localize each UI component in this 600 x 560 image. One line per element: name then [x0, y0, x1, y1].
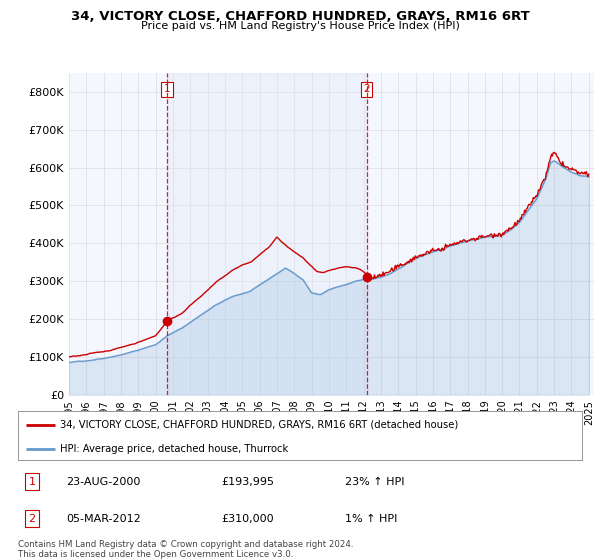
Text: 23% ↑ HPI: 23% ↑ HPI: [345, 477, 404, 487]
Text: 23-AUG-2000: 23-AUG-2000: [66, 477, 140, 487]
Text: £193,995: £193,995: [221, 477, 274, 487]
Text: 2: 2: [363, 84, 370, 94]
Text: 1: 1: [29, 477, 35, 487]
Text: HPI: Average price, detached house, Thurrock: HPI: Average price, detached house, Thur…: [60, 445, 289, 455]
Text: 34, VICTORY CLOSE, CHAFFORD HUNDRED, GRAYS, RM16 6RT (detached house): 34, VICTORY CLOSE, CHAFFORD HUNDRED, GRA…: [60, 420, 458, 430]
Text: 1% ↑ HPI: 1% ↑ HPI: [345, 514, 397, 524]
Text: 34, VICTORY CLOSE, CHAFFORD HUNDRED, GRAYS, RM16 6RT: 34, VICTORY CLOSE, CHAFFORD HUNDRED, GRA…: [71, 10, 529, 23]
Text: 1: 1: [164, 84, 170, 94]
Text: 2: 2: [29, 514, 35, 524]
Text: Contains HM Land Registry data © Crown copyright and database right 2024.
This d: Contains HM Land Registry data © Crown c…: [18, 540, 353, 559]
Text: £310,000: £310,000: [221, 514, 274, 524]
Text: Price paid vs. HM Land Registry's House Price Index (HPI): Price paid vs. HM Land Registry's House …: [140, 21, 460, 31]
Bar: [167, 73, 367, 395]
Text: 05-MAR-2012: 05-MAR-2012: [66, 514, 140, 524]
